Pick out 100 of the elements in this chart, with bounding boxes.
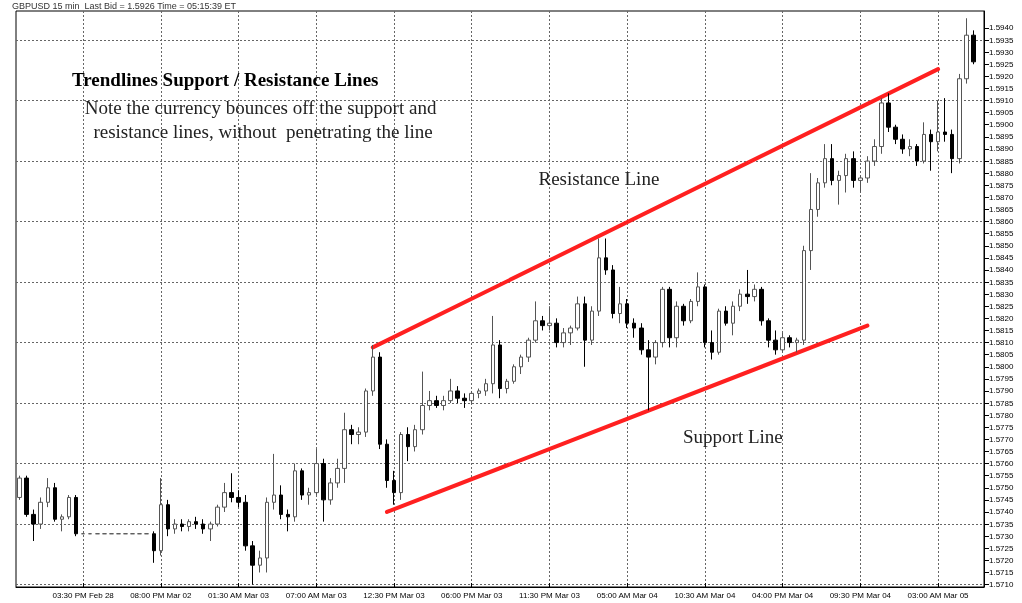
candlestick [646,339,651,411]
candlestick [321,458,326,523]
candlestick [689,298,693,324]
candlestick [356,426,361,445]
candlestick [717,308,721,356]
candlestick [462,392,467,409]
candlestick [738,288,742,312]
y-tick-label: 1.5735 [989,519,1015,529]
candlestick [780,332,785,353]
y-tick-label: 1.5890 [989,144,1015,154]
x-tick-label: 07:00 AM Mar 03 [285,590,348,600]
y-tick-label: 1.5865 [989,204,1015,214]
candlestick [498,339,502,399]
candlestick [265,496,269,573]
candlestick [378,351,382,450]
y-tick-label: 1.5905 [989,108,1015,118]
candlestick [908,138,912,157]
text: Note the currency bounces off the support and resistance lines, without penetrating the line [84,96,442,142]
candlestick [293,463,297,523]
candlestick [879,97,884,155]
candlestick [851,150,856,189]
candlestick [420,371,425,436]
candlestick [639,322,644,356]
candlestick [469,390,474,404]
candlestick [802,245,806,346]
y-tick-label: 1.5790 [989,386,1015,396]
y-tick-label: 1.5870 [989,192,1015,202]
y-tick-label: 1.5930 [989,47,1015,57]
candlestick [752,283,757,302]
x-tick-label: 11:30 PM Mar 03 [519,590,581,600]
y-tick-label: 1.5935 [989,35,1015,45]
x-tick-label: 03:30 PM Feb 28 [52,590,115,600]
candlestick [335,458,340,489]
candlestick [936,100,940,152]
candlestick [272,453,276,511]
x-tick-label: 10:30 AM Mar 04 [674,590,736,600]
candlestick [286,509,290,532]
candlestick [625,298,629,329]
candlestick [491,315,495,394]
candlestick [611,264,615,319]
candlestick [434,395,439,409]
candlestick [349,424,354,445]
y-tick-label: 1.5910 [989,96,1015,106]
candlestick [166,499,170,537]
candlestick [392,470,396,506]
y-tick-label: 1.5855 [989,229,1015,239]
candlestick [950,129,954,174]
candlestick [816,177,820,218]
candlestick [477,388,481,399]
candlestick [307,487,311,506]
candlestick [314,448,319,496]
y-tick-label: 1.5755 [989,471,1015,481]
y-tick-label: 1.5920 [989,71,1015,81]
candlestick [364,388,368,438]
y-tick-label: 1.5820 [989,313,1015,323]
candlestick [53,482,57,523]
candlestick [159,477,163,557]
candlestick [385,438,389,489]
candlestick [222,482,227,513]
candlestick [406,426,410,462]
y-tick-label: 1.5845 [989,253,1015,263]
y-tick-label: 1.5750 [989,483,1015,493]
x-tick-label: 08:00 PM Mar 02 [130,590,193,600]
candlestick [215,504,220,527]
y-tick-label: 1.5885 [989,156,1015,166]
candlestick [703,283,707,348]
candlestick [533,300,538,344]
y-tick-label: 1.5895 [989,132,1015,142]
y-tick-label: 1.5795 [989,374,1015,384]
candlestick [837,170,841,206]
series-label: Support Line [683,426,783,448]
candlestick [568,325,573,346]
candlestick [575,296,580,331]
candlestick [809,172,813,271]
candlestick [872,138,877,167]
candlestick [399,431,403,501]
candlestick [731,300,735,336]
y-tick-label: 1.5760 [989,459,1015,469]
y-tick-label: 1.5900 [989,120,1015,130]
candlestick [787,334,792,348]
candlestick [667,286,672,348]
y-tick-label: 1.5825 [989,301,1015,311]
y-tick-label: 1.5780 [989,410,1015,420]
candlestick [180,518,184,532]
y-tick-label: 1.5815 [989,325,1015,335]
y-tick-label: 1.5915 [989,83,1015,93]
candlestick [427,390,432,411]
candlestick [258,550,262,573]
candlestick [766,317,771,348]
text: GBPUSD 15 min Last Bid = 1.5926 Time = 05:15:39 ET [12,0,237,11]
candlestick [795,337,799,353]
candlestick [915,143,919,167]
candlestick [187,518,191,532]
candlestick [561,327,566,348]
x-tick-label: 05:00 AM Mar 04 [596,590,659,600]
candlestick [526,337,531,363]
y-tick-label: 1.5720 [989,555,1015,565]
candlestick [554,317,559,348]
candlestick [604,238,608,276]
candlestick [597,238,601,317]
